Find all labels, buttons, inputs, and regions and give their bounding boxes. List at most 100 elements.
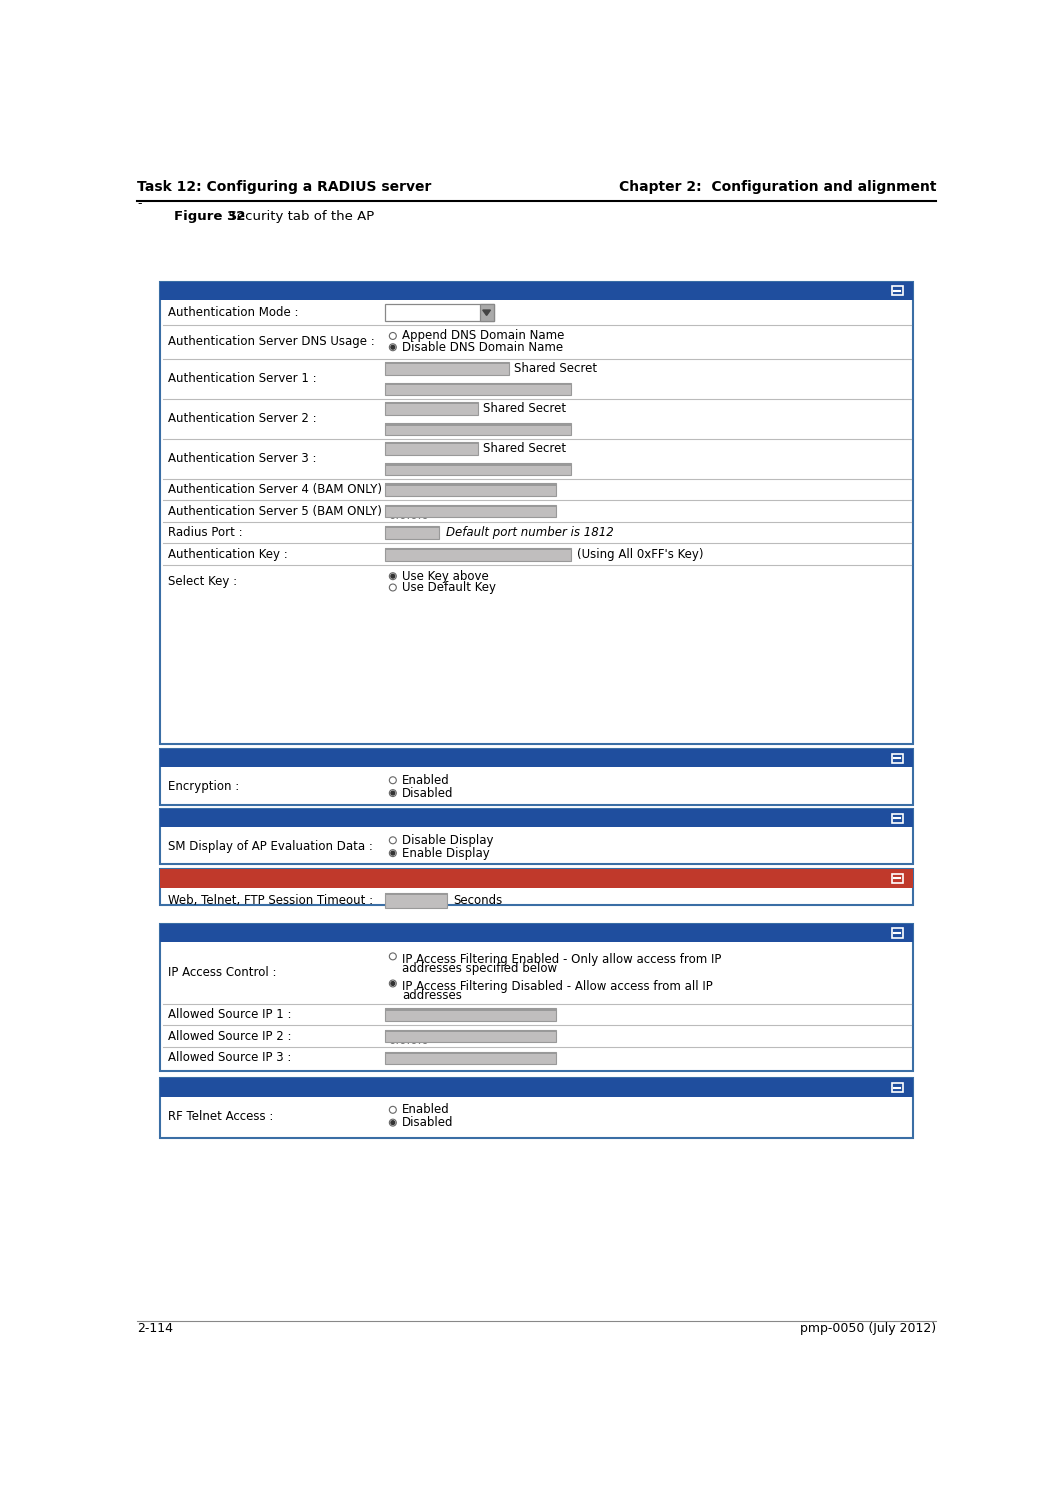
Bar — [385, 484, 556, 496]
Text: Chapter 2:  Configuration and alignment: Chapter 2: Configuration and alignment — [619, 180, 936, 194]
Text: Allowed Source IP 2 :: Allowed Source IP 2 : — [169, 1030, 291, 1043]
Text: Authentication Server 1 :: Authentication Server 1 : — [169, 372, 316, 386]
Text: Authentication Server Settings: Authentication Server Settings — [166, 284, 372, 298]
Text: Task 12: Configuring a RADIUS server: Task 12: Configuring a RADIUS server — [137, 180, 431, 194]
Text: addresses specified below: addresses specified below — [402, 962, 557, 975]
Bar — [385, 383, 571, 386]
Circle shape — [389, 789, 397, 797]
Bar — [385, 484, 556, 485]
Text: 0.0.0.0: 0.0.0.0 — [388, 426, 427, 437]
Text: Authentication Server 5 (BAM ONLY) :: Authentication Server 5 (BAM ONLY) : — [169, 505, 389, 517]
Circle shape — [389, 850, 397, 857]
Bar — [385, 402, 478, 404]
Bar — [385, 1030, 556, 1033]
Circle shape — [391, 791, 395, 795]
Text: Authentication Server DNS Usage :: Authentication Server DNS Usage : — [169, 336, 375, 348]
Text: Figure 32: Figure 32 — [174, 210, 245, 222]
Text: 0.0.0.0: 0.0.0.0 — [388, 487, 429, 500]
Text: Authentication Server 3 :: Authentication Server 3 : — [169, 452, 316, 466]
Bar — [385, 1051, 556, 1064]
Text: SM Display of AP Evaluation Data :: SM Display of AP Evaluation Data : — [169, 841, 373, 853]
Text: 600: 600 — [388, 897, 410, 910]
Bar — [892, 874, 903, 883]
Text: Disabled: Disabled — [402, 786, 453, 800]
Circle shape — [391, 575, 395, 578]
Text: 0.0.0.0: 0.0.0.0 — [388, 1034, 429, 1046]
Bar — [160, 869, 913, 906]
Text: Use Default Key: Use Default Key — [402, 581, 496, 594]
Circle shape — [389, 1107, 397, 1113]
Text: Default port number is 1812: Default port number is 1812 — [446, 526, 614, 540]
Text: 0.0.0.0: 0.0.0.0 — [388, 1012, 429, 1025]
Text: Use Key above: Use Key above — [402, 570, 489, 582]
Bar — [385, 526, 440, 540]
Bar — [892, 286, 903, 295]
Bar — [160, 809, 913, 827]
Bar — [160, 1078, 913, 1098]
Text: Authentication Key :: Authentication Key : — [169, 547, 288, 561]
Bar — [385, 505, 556, 517]
Circle shape — [389, 1119, 397, 1126]
Bar — [385, 423, 571, 425]
Bar — [385, 505, 556, 507]
Bar — [160, 924, 913, 1070]
Text: IP Access Control :: IP Access Control : — [169, 966, 276, 980]
Text: RF Telnet Access :: RF Telnet Access : — [169, 1110, 273, 1123]
Polygon shape — [483, 310, 490, 316]
Bar — [385, 402, 478, 414]
Bar — [160, 924, 913, 942]
Circle shape — [389, 836, 397, 844]
Bar — [160, 869, 913, 888]
Text: pmp-0050 (July 2012): pmp-0050 (July 2012) — [800, 1321, 936, 1335]
Text: 0.0.0.0: 0.0.0.0 — [388, 387, 427, 398]
Bar — [385, 1009, 556, 1021]
Circle shape — [389, 980, 397, 987]
Bar — [160, 281, 913, 299]
Bar — [385, 1009, 556, 1010]
Text: Disabled: Disabled — [402, 1116, 453, 1129]
Circle shape — [389, 953, 397, 960]
Bar — [892, 753, 903, 762]
Bar — [160, 748, 913, 768]
Text: Select Key :: Select Key : — [169, 576, 238, 588]
Bar — [160, 1078, 913, 1137]
Text: 0.0.0.0: 0.0.0.0 — [388, 1055, 429, 1069]
Bar — [385, 304, 493, 321]
Text: Allowed Source IP 1 :: Allowed Source IP 1 : — [169, 1009, 291, 1021]
Text: Enable Display: Enable Display — [402, 847, 490, 860]
Bar — [892, 813, 903, 823]
Bar — [160, 748, 913, 806]
Text: addresses: addresses — [402, 989, 462, 1002]
Text: Seconds: Seconds — [453, 894, 503, 907]
Text: -: - — [137, 197, 141, 210]
Text: IP Access Filtering Enabled - Only allow access from IP: IP Access Filtering Enabled - Only allow… — [402, 953, 721, 966]
Bar — [385, 463, 571, 466]
Text: 0.0.0.0: 0.0.0.0 — [388, 467, 427, 478]
Text: Authentication Mode :: Authentication Mode : — [169, 305, 298, 319]
Bar — [160, 281, 913, 744]
Text: Session Timeout: Session Timeout — [166, 872, 276, 885]
Text: 0.0.0.0: 0.0.0.0 — [388, 508, 429, 522]
Bar — [892, 1083, 903, 1092]
Bar — [892, 928, 903, 937]
Bar — [385, 442, 478, 445]
Circle shape — [389, 584, 397, 591]
Bar — [385, 547, 571, 561]
Text: AP Evaluation Configuration: AP Evaluation Configuration — [166, 812, 353, 824]
Bar — [385, 1051, 556, 1054]
Bar — [385, 361, 509, 364]
Text: Append DNS Domain Name: Append DNS Domain Name — [402, 330, 564, 342]
Text: Security tab of the AP: Security tab of the AP — [220, 210, 374, 222]
Text: ●●●●●●●●●●●●●●: ●●●●●●●●●●●●●● — [388, 366, 507, 375]
Text: Encryption :: Encryption : — [169, 780, 240, 794]
Bar — [385, 463, 571, 475]
Circle shape — [389, 333, 397, 339]
Text: (Using All 0xFF's Key): (Using All 0xFF's Key) — [577, 547, 704, 561]
Bar — [160, 809, 913, 865]
Text: Telnet Access Over RF Interface: Telnet Access Over RF Interface — [166, 1081, 378, 1095]
Text: Web, Telnet, FTP Session Timeout :: Web, Telnet, FTP Session Timeout : — [169, 894, 373, 907]
Bar — [385, 361, 509, 375]
Text: Enabled: Enabled — [402, 1104, 450, 1116]
Text: IP Access Filtering Disabled - Allow access from all IP: IP Access Filtering Disabled - Allow acc… — [402, 980, 713, 992]
Bar — [385, 383, 571, 395]
